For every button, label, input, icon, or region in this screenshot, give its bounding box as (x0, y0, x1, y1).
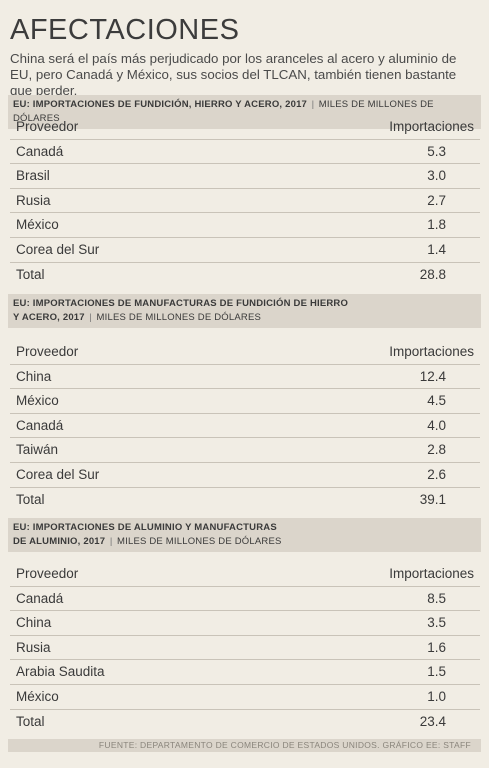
row-value: 1.5 (427, 664, 446, 680)
row-provider: Brasil (16, 168, 50, 184)
section-heading-1: EU: IMPORTACIONES DE FUNDICIÓN, HIERRO Y… (8, 95, 481, 129)
row-value: 2.7 (427, 192, 446, 208)
row-value: 2.6 (427, 466, 446, 482)
column-header-provider: Proveedor (16, 119, 79, 134)
table-row: México 1.8 (10, 213, 480, 238)
section-heading-text-line2: Y ACERO, 2017 (13, 312, 85, 323)
page-title: AFECTACIONES (10, 14, 240, 46)
table-1: Proveedor Importaciones Canadá 5.3 Brasil… (10, 115, 480, 287)
row-value: 4.0 (427, 417, 446, 433)
row-value: 4.5 (427, 393, 446, 409)
total-label: Total (16, 266, 45, 282)
table-header-row: Proveedor Importaciones (10, 562, 480, 587)
table-row: Rusia 1.6 (10, 636, 480, 661)
row-value: 3.0 (427, 168, 446, 184)
column-header-imports: Importaciones (389, 566, 474, 581)
table-row: Rusia 2.7 (10, 189, 480, 214)
table-header-row: Proveedor Importaciones (10, 115, 480, 140)
row-provider: Canadá (16, 417, 64, 433)
row-provider: China (16, 615, 52, 631)
row-value: 1.6 (427, 639, 446, 655)
row-value: 2.8 (427, 442, 446, 458)
row-provider: Corea del Sur (16, 241, 100, 257)
row-provider: Corea del Sur (16, 466, 100, 482)
table-header-row: Proveedor Importaciones (10, 340, 480, 365)
section-heading-2: EU: IMPORTACIONES DE MANUFACTURAS DE FUN… (8, 294, 481, 328)
section-unit: MILES DE MILLONES DE DÓLARES (13, 99, 434, 124)
row-value: 5.3 (427, 143, 446, 159)
row-provider: México (16, 688, 59, 704)
table-row: China 3.5 (10, 611, 480, 636)
table-row: Canadá 5.3 (10, 140, 480, 165)
row-value: 1.8 (427, 217, 446, 233)
total-label: Total (16, 491, 45, 507)
row-provider: Canadá (16, 143, 64, 159)
row-provider: Rusia (16, 639, 51, 655)
row-provider: Canadá (16, 590, 64, 606)
heading-separator: | (107, 536, 116, 547)
row-value: 8.5 (427, 590, 446, 606)
table-row: Canadá 8.5 (10, 587, 480, 612)
table-row: Arabia Saudita 1.5 (10, 660, 480, 685)
table-row: Corea del Sur 2.6 (10, 463, 480, 488)
table-row: Corea del Sur 1.4 (10, 238, 480, 263)
total-value: 39.1 (419, 491, 446, 507)
heading-separator: | (309, 99, 317, 110)
row-provider: México (16, 393, 59, 409)
row-provider: China (16, 368, 52, 384)
row-provider: Rusia (16, 192, 51, 208)
page-subtitle: China será el país más perjudicado por l… (10, 51, 457, 98)
row-value: 1.0 (427, 688, 446, 704)
table-total-row: Total 28.8 (10, 263, 480, 288)
row-provider: Arabia Saudita (16, 664, 105, 680)
source-footer: FUENTE: DEPARTAMENTO DE COMERCIO DE ESTA… (8, 739, 481, 752)
row-provider: Taiwán (16, 442, 59, 458)
section-heading-3: EU: IMPORTACIONES DE ALUMINIO Y MANUFACT… (8, 518, 481, 552)
table-total-row: Total 39.1 (10, 488, 480, 513)
table-row: China 12.4 (10, 365, 480, 390)
section-heading-text: EU: IMPORTACIONES DE ALUMINIO Y MANUFACT… (13, 522, 277, 533)
table-row: Canadá 4.0 (10, 414, 480, 439)
heading-separator: | (86, 312, 95, 323)
table-total-row: Total 23.4 (10, 710, 480, 735)
table-row: México 4.5 (10, 389, 480, 414)
table-row: Taiwán 2.8 (10, 438, 480, 463)
row-value: 3.5 (427, 615, 446, 631)
row-value: 1.4 (427, 241, 446, 257)
column-header-provider: Proveedor (16, 566, 79, 581)
section-unit: MILES DE MILLONES DE DÓLARES (117, 536, 282, 547)
table-row: México 1.0 (10, 685, 480, 710)
section-heading-text: EU: IMPORTACIONES DE MANUFACTURAS DE FUN… (13, 298, 349, 309)
section-heading-text-line2: DE ALUMINIO, 2017 (13, 536, 106, 547)
total-value: 23.4 (419, 713, 446, 729)
total-label: Total (16, 713, 45, 729)
section-heading-text: EU: IMPORTACIONES DE FUNDICIÓN, HIERRO Y… (13, 99, 308, 110)
section-unit: MILES DE MILLONES DE DÓLARES (96, 312, 262, 323)
table-2: Proveedor Importaciones China 12.4 México… (10, 340, 480, 512)
column-header-imports: Importaciones (389, 119, 474, 134)
column-header-provider: Proveedor (16, 344, 79, 359)
row-value: 12.4 (419, 368, 446, 384)
total-value: 28.8 (419, 266, 446, 282)
table-row: Brasil 3.0 (10, 164, 480, 189)
row-provider: México (16, 217, 59, 233)
table-3: Proveedor Importaciones Canadá 8.5 China 3… (10, 562, 480, 734)
column-header-imports: Importaciones (389, 344, 474, 359)
